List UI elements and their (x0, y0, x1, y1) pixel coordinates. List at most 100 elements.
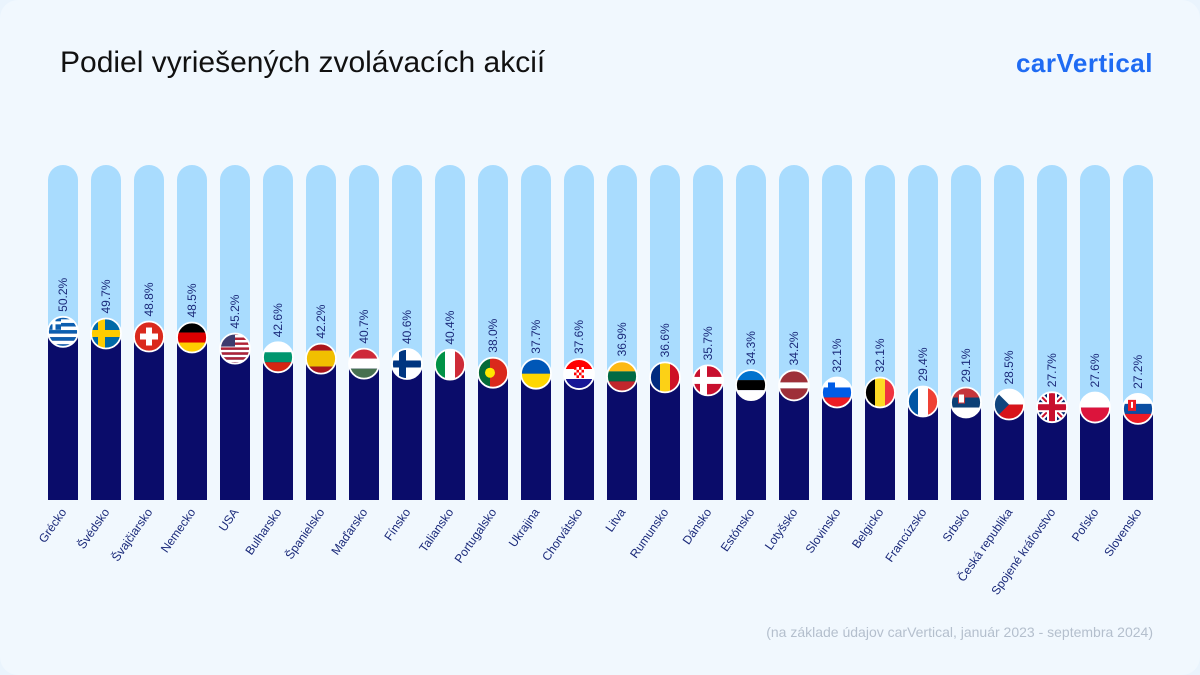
finland-flag-icon (391, 348, 423, 380)
chart-title: Podiel vyriešených zvolávacích akcií (60, 46, 546, 79)
bar-group: 50.2% Grécko (36, 165, 79, 545)
bar (435, 364, 465, 500)
bar (306, 358, 336, 500)
bar-group: 32.1% Slovinsko (803, 165, 853, 556)
bar (134, 336, 164, 500)
bar-group: 37.7% Ukrajina (506, 165, 552, 550)
value-label: 36.9% (615, 322, 629, 356)
value-label: 37.7% (529, 319, 543, 353)
czech-flag-icon (993, 388, 1025, 421)
value-label: 34.2% (787, 331, 801, 365)
category-label: Belgicko (849, 505, 887, 550)
estonia-flag-icon (735, 369, 767, 401)
value-label: 32.1% (873, 338, 887, 372)
value-label: 40.7% (357, 309, 371, 343)
bar-group: 48.5% Nemecko (158, 165, 208, 555)
carvertical-logo: carVertical (1015, 48, 1153, 78)
value-label: 36.6% (658, 323, 672, 357)
italy-flag-icon (434, 348, 466, 381)
uk-flag-icon (1036, 391, 1068, 424)
bar (607, 376, 637, 500)
value-label: 28.5% (1002, 350, 1016, 384)
bar (650, 377, 680, 500)
bar-group: 35.7% Dánsko (680, 165, 724, 547)
value-label: 38.0% (486, 318, 500, 352)
category-label: Grécko (36, 505, 70, 545)
bar (736, 385, 766, 500)
category-label: USA (216, 506, 242, 534)
category-label: Francúzsko (882, 505, 929, 564)
category-label: Švédsko (74, 505, 113, 552)
value-label: 40.4% (443, 310, 457, 344)
bar-group: 40.4% Taliansko (416, 165, 466, 555)
value-label: 42.6% (271, 303, 285, 337)
category-label: Španielsko (281, 505, 327, 562)
bar-group: 36.9% Litva (602, 165, 638, 534)
hungary-flag-icon (348, 347, 380, 380)
bar (263, 357, 293, 500)
slovenia-flag-icon (821, 376, 853, 409)
value-label: 29.4% (916, 347, 930, 381)
category-label: Estónsko (718, 505, 758, 554)
ukraine-flag-icon (520, 357, 552, 390)
value-label: 45.2% (228, 294, 242, 328)
value-label: 27.7% (1045, 353, 1059, 387)
category-label: Dánsko (680, 505, 715, 547)
category-label: Portugalsko (452, 505, 500, 565)
value-label: 40.6% (400, 310, 414, 344)
bar (865, 392, 895, 500)
bar (693, 380, 723, 500)
value-label: 42.2% (314, 304, 328, 338)
bar-group: 34.2% Lotyšsko (762, 165, 810, 553)
category-label: Fínsko (381, 505, 413, 543)
bar (521, 373, 551, 500)
value-label: 35.7% (701, 326, 715, 360)
poland-flag-icon (1079, 391, 1111, 424)
portugal-flag-icon (477, 356, 509, 389)
croatia-flag-icon (563, 358, 595, 390)
romania-flag-icon (649, 361, 681, 394)
lithuania-flag-icon (606, 360, 638, 393)
bar (48, 331, 78, 500)
data-source-note: (na základe údajov carVertical, január 2… (766, 624, 1153, 640)
value-label: 50.2% (56, 277, 70, 311)
value-label: 37.6% (572, 320, 586, 354)
bar (564, 374, 594, 500)
bar-group: 29.1% Srbsko (940, 165, 982, 544)
value-label: 29.1% (959, 348, 973, 382)
category-label: Maďarsko (328, 505, 370, 557)
category-label: Litva (602, 505, 628, 534)
category-label: Rumunsko (627, 505, 672, 560)
bar (220, 348, 250, 500)
bar-group: 45.2% USA (216, 165, 251, 534)
bar-group: 49.7% Švédsko (74, 165, 122, 551)
category-label: Slovensko (1101, 505, 1144, 559)
value-label: 27.6% (1088, 353, 1102, 387)
sweden-flag-icon (90, 317, 122, 350)
bar (177, 337, 207, 500)
category-label: Lotyšsko (762, 505, 801, 552)
value-label: 32.1% (830, 338, 844, 372)
germany-flag-icon (176, 321, 208, 354)
bar (349, 363, 379, 500)
bar-group: 32.1% Belgicko (849, 165, 896, 551)
bar (908, 401, 938, 500)
belgium-flag-icon (864, 376, 896, 409)
bar-group: 27.6% Poľsko (1069, 165, 1111, 544)
bar (822, 392, 852, 500)
bulgaria-flag-icon (262, 341, 294, 374)
bar (392, 363, 422, 500)
category-label: Ukrajina (506, 505, 543, 549)
value-label: 34.3% (744, 331, 758, 365)
serbia-flag-icon (950, 386, 982, 419)
value-label: 27.2% (1131, 355, 1145, 389)
bar-group: 34.3% Estónsko (718, 165, 767, 554)
category-label: Nemecko (158, 505, 199, 555)
greece-flag-icon (47, 315, 79, 348)
value-label: 48.8% (142, 282, 156, 316)
bar (91, 333, 121, 500)
value-label: 48.5% (185, 283, 199, 317)
france-flag-icon (907, 385, 939, 418)
